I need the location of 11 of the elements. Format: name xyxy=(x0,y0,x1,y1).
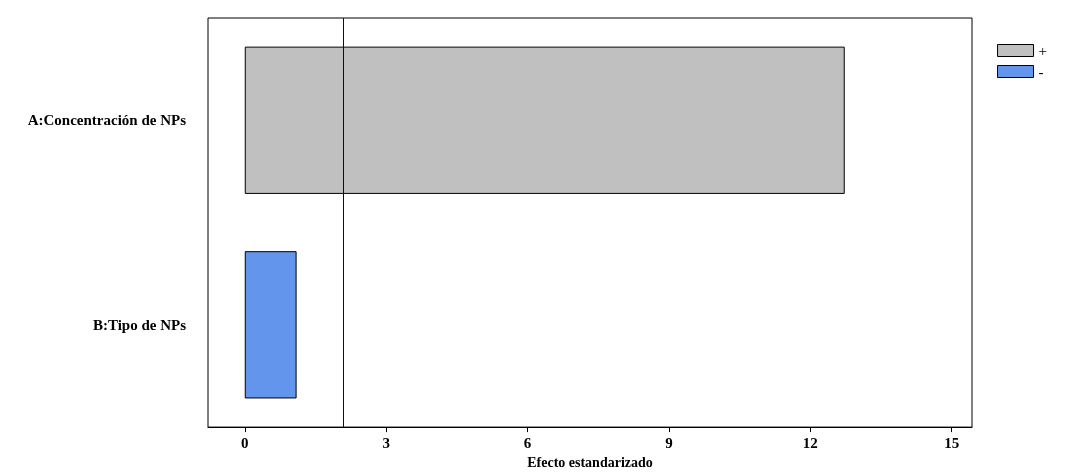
x-tick-label: 3 xyxy=(382,434,390,451)
legend-label: + xyxy=(1038,42,1048,59)
x-tick-label: 12 xyxy=(802,434,818,451)
y-tick-label: B:Tipo de NPs xyxy=(92,316,187,333)
x-tick-label: 15 xyxy=(944,434,960,451)
x-tick-label: 9 xyxy=(665,434,673,451)
y-tick-label: A:Concentración de NPs xyxy=(27,112,187,129)
legend-label: - xyxy=(1038,63,1044,80)
x-axis-title: Efecto estandarizado xyxy=(527,454,653,470)
x-tick-label: 6 xyxy=(523,434,532,451)
x-tick-label: 0 xyxy=(241,434,249,451)
